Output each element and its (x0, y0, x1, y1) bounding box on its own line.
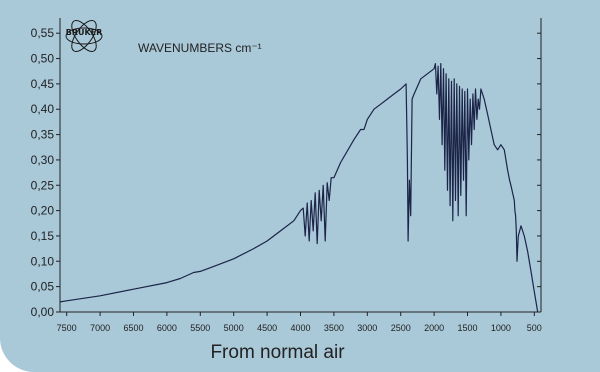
x-tick-label: 6000 (157, 323, 177, 333)
x-tick-label: 5000 (224, 323, 244, 333)
y-tick-label: 0,20 (31, 204, 55, 218)
x-tick-label: 500 (527, 323, 542, 333)
logo-orbit-3 (71, 20, 97, 52)
y-tick-label: 0,10 (31, 254, 55, 268)
x-tick-label: 7500 (57, 323, 77, 333)
logo-orbit-1 (65, 27, 103, 45)
logo-text: BRUKER (66, 28, 103, 37)
axes: 0,00 0,05 0,10 0,15 0,20 0,25 0,30 0,35 0,40 0,45… (31, 18, 542, 333)
y-tick-label: 0,30 (31, 153, 55, 167)
y-tick-label: 0,50 (31, 52, 55, 66)
x-tick-label: 2500 (391, 323, 411, 333)
y-tick-label: 0,25 (31, 178, 55, 192)
x-tick-label: 5500 (190, 323, 210, 333)
x-tick-label: 4500 (257, 323, 277, 333)
chart-caption: From normal air (210, 342, 345, 363)
series-layer (59, 63, 539, 313)
y-tick-label: 0,15 (31, 229, 55, 243)
x-tick-label: 4000 (290, 323, 310, 333)
y-tick-label: 0,05 (31, 280, 55, 294)
y-tick-label: 0,40 (31, 102, 55, 116)
y-tick-label: 0,55 (31, 26, 55, 40)
spectrum-line (59, 63, 539, 313)
x-tick-label: 1000 (491, 323, 511, 333)
bruker-logo: BRUKER (65, 20, 103, 52)
x-tick-label: 3000 (357, 323, 377, 333)
y-tick-label: 0,35 (31, 128, 55, 142)
x-tick-label: 6500 (123, 323, 143, 333)
chart-annotation: WAVENUMBERS cm⁻¹ (138, 41, 262, 55)
y-tick-label: 0,00 (31, 305, 55, 319)
y-tick-label: 0,45 (31, 77, 55, 91)
x-tick-label: 3500 (324, 323, 344, 333)
x-tick-label: 1500 (457, 323, 477, 333)
x-tick-label: 7000 (90, 323, 110, 333)
logo-orbit-2 (71, 20, 97, 52)
x-tick-label: 2000 (424, 323, 444, 333)
